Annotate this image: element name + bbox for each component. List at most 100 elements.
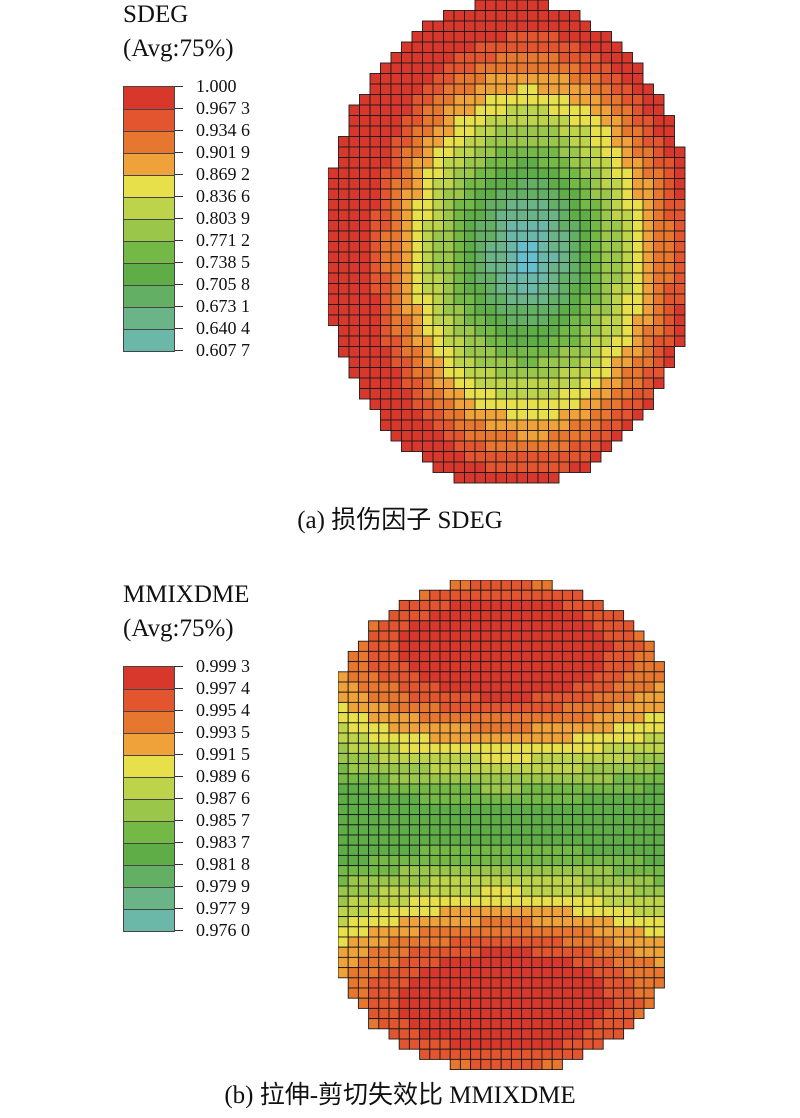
- mesh-element: [602, 691, 614, 703]
- mesh-element: [500, 661, 512, 673]
- mesh-element: [453, 335, 465, 347]
- mesh-element: [663, 125, 675, 137]
- mesh-element: [572, 844, 584, 856]
- mesh-element: [521, 620, 533, 632]
- mesh-element: [474, 398, 486, 410]
- mesh-element: [579, 199, 591, 211]
- mesh-element: [470, 599, 482, 612]
- mesh-element: [623, 681, 635, 693]
- mesh-element: [642, 157, 654, 169]
- mesh-element: [611, 409, 623, 421]
- mesh-element: [401, 199, 413, 211]
- mesh-element: [516, 409, 528, 421]
- mesh-element: [537, 262, 549, 274]
- mesh-element: [590, 125, 602, 137]
- mesh-element: [653, 752, 665, 765]
- mesh-element: [611, 115, 623, 127]
- mesh-element: [401, 262, 413, 274]
- mesh-element: [582, 630, 594, 642]
- mesh-element: [378, 732, 390, 744]
- mesh-element: [398, 732, 410, 744]
- mesh-element: [474, 304, 486, 316]
- mesh-element: [422, 115, 434, 127]
- mesh-element: [432, 388, 444, 400]
- mesh-element: [572, 895, 584, 907]
- mesh-element: [359, 230, 371, 242]
- mesh-element: [453, 283, 465, 295]
- mesh-element: [506, 472, 518, 484]
- mesh-element: [453, 304, 465, 316]
- mesh-element: [347, 793, 359, 805]
- mesh-element: [378, 895, 390, 907]
- mesh-element: [537, 304, 549, 316]
- mesh-element: [429, 905, 441, 918]
- mesh-element: [506, 20, 518, 32]
- mesh-element: [432, 167, 444, 179]
- mesh-element: [368, 987, 380, 999]
- mesh-element: [600, 220, 612, 232]
- mesh-element: [592, 997, 604, 1009]
- mesh-element: [516, 304, 528, 316]
- mesh-element: [449, 1007, 461, 1020]
- mesh-element: [653, 157, 665, 169]
- mesh-element: [602, 895, 614, 907]
- mesh-element: [531, 967, 543, 979]
- mesh-element: [531, 1048, 543, 1060]
- mesh-element: [429, 814, 441, 826]
- mesh-element: [572, 946, 584, 958]
- mesh-element: [500, 967, 512, 979]
- mesh-element: [490, 661, 502, 673]
- mesh-element: [474, 356, 486, 368]
- mesh-element: [527, 272, 539, 284]
- mesh-element: [572, 803, 584, 816]
- mesh-element: [572, 773, 584, 785]
- mesh-element: [338, 188, 350, 200]
- mesh-element: [453, 188, 465, 200]
- mesh-element: [378, 967, 390, 979]
- legend-variable-name: MMIXDME: [123, 581, 250, 608]
- mesh-element: [348, 199, 360, 211]
- mesh-element: [611, 167, 623, 179]
- mesh-element: [633, 650, 645, 663]
- mesh-element: [500, 865, 512, 877]
- mesh-element: [590, 188, 602, 200]
- legend-value-label: 0.991 5: [196, 744, 250, 764]
- mesh-element: [569, 451, 581, 463]
- mesh-element: [338, 803, 349, 816]
- mesh-element: [561, 752, 574, 765]
- mesh-element: [495, 115, 507, 127]
- mesh-element: [642, 209, 654, 221]
- mesh-element: [500, 630, 512, 642]
- mesh-element: [453, 419, 465, 431]
- mesh-element: [378, 885, 390, 897]
- mesh-element: [632, 251, 644, 263]
- mesh-element: [516, 104, 528, 116]
- mesh-element: [531, 671, 543, 683]
- mesh-element: [453, 377, 465, 389]
- mesh-element: [388, 640, 400, 652]
- mesh-element: [674, 167, 686, 179]
- mesh-element: [439, 742, 451, 754]
- mesh-element: [643, 814, 655, 826]
- mesh-element: [643, 926, 655, 938]
- mesh-element: [338, 262, 350, 274]
- mesh-element: [408, 620, 421, 632]
- mesh-element: [459, 844, 472, 856]
- mesh-element: [411, 146, 423, 158]
- mesh-element: [390, 346, 402, 358]
- mesh-element: [582, 875, 594, 887]
- mesh-element: [569, 104, 581, 116]
- mesh-element: [521, 1028, 533, 1040]
- mesh-element: [632, 346, 644, 358]
- mesh-element: [401, 356, 413, 368]
- mesh-element: [612, 844, 625, 856]
- mesh-element: [590, 377, 602, 389]
- mesh-element: [369, 115, 381, 127]
- mesh-element: [347, 844, 359, 856]
- mesh-element: [432, 230, 444, 242]
- mesh-element: [582, 650, 594, 663]
- mesh-element: [348, 136, 360, 148]
- mesh-element: [419, 640, 431, 652]
- mesh-element: [411, 409, 423, 421]
- mesh-element: [390, 356, 402, 368]
